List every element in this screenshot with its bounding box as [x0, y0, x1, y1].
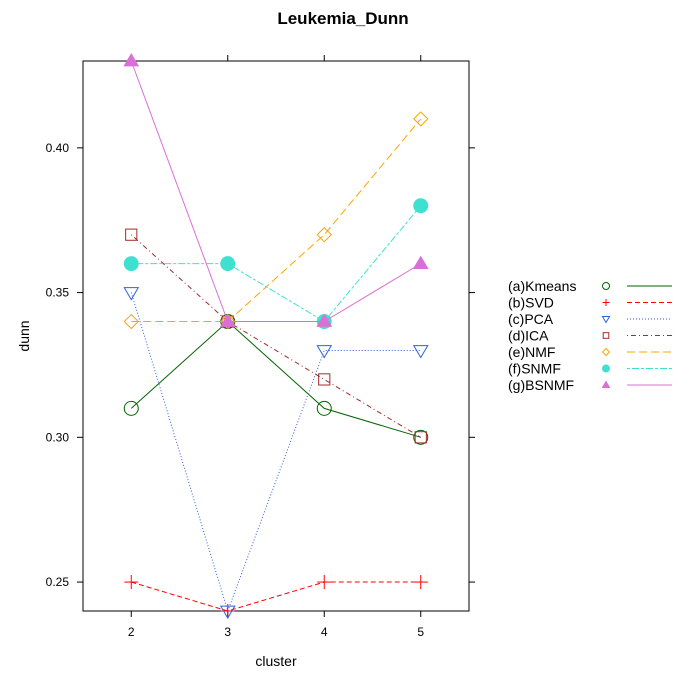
data-point [123, 53, 140, 67]
data-point [123, 313, 139, 330]
data-point [219, 313, 236, 327]
x-tick-label: 5 [417, 625, 424, 639]
data-point [412, 255, 429, 270]
y-axis-label: dunn [16, 320, 32, 351]
legend-label: (g)BSNMF [508, 377, 574, 393]
legend-marker [601, 347, 611, 357]
data-point [123, 287, 140, 301]
legend-label: (a)Kmeans [508, 278, 576, 294]
y-tick-label: 0.30 [46, 430, 70, 444]
series-layer [123, 53, 429, 619]
y-tick-label: 0.35 [46, 286, 70, 300]
series-5 [123, 111, 429, 330]
data-point [413, 111, 429, 127]
data-point [125, 228, 138, 241]
series-1 [123, 314, 429, 445]
series-3 [123, 287, 429, 619]
data-point [316, 313, 333, 327]
series-line [130, 292, 421, 613]
x-tick-label: 3 [224, 625, 231, 639]
chart-title: Leukemia_Dunn [277, 9, 408, 28]
x-axis-label: cluster [255, 653, 297, 669]
legend: (a)Kmeans(b)SVD(c)PCA(d)ICA(e)NMF(f)SNMF… [508, 278, 672, 393]
data-point [316, 400, 332, 416]
series-line [130, 60, 422, 323]
data-point [220, 256, 236, 272]
data-point [318, 373, 331, 386]
legend-marker [602, 299, 610, 306]
data-point [219, 605, 236, 619]
x-tick-label: 4 [321, 625, 328, 639]
series-2 [124, 575, 428, 618]
data-point [413, 198, 429, 214]
series-line [131, 581, 421, 612]
legend-marker [602, 364, 610, 373]
data-point [413, 575, 428, 590]
series-6 [123, 198, 429, 330]
data-point [412, 345, 429, 359]
plot-frame [82, 60, 470, 612]
legend-marker [602, 282, 610, 290]
axes: 2 3 4 5 0.25 0.30 0.35 0.40 [46, 55, 475, 639]
series-line [131, 118, 422, 323]
legend-label: (e)NMF [508, 344, 555, 360]
data-point [414, 431, 427, 444]
y-tick-label: 0.40 [46, 141, 70, 155]
data-point [123, 400, 139, 416]
series-7 [123, 53, 429, 327]
series-line [130, 320, 421, 438]
legend-marker [601, 380, 611, 388]
y-tick-label: 0.25 [46, 575, 70, 589]
legend-marker [602, 332, 610, 339]
legend-label: (d)ICA [508, 328, 549, 344]
data-point [316, 345, 333, 359]
data-point [316, 226, 332, 243]
legend-marker [601, 316, 611, 324]
data-point [220, 313, 236, 330]
legend-label: (f)SNMF [508, 361, 561, 377]
data-point [123, 256, 139, 272]
series-4 [125, 228, 427, 444]
legend-label: (c)PCA [508, 311, 554, 327]
series-line [130, 234, 422, 438]
series-line [131, 205, 422, 323]
data-point [413, 429, 429, 445]
data-point [124, 575, 139, 590]
x-tick-label: 2 [128, 625, 135, 639]
data-point [317, 575, 332, 590]
legend-label: (b)SVD [508, 295, 554, 311]
